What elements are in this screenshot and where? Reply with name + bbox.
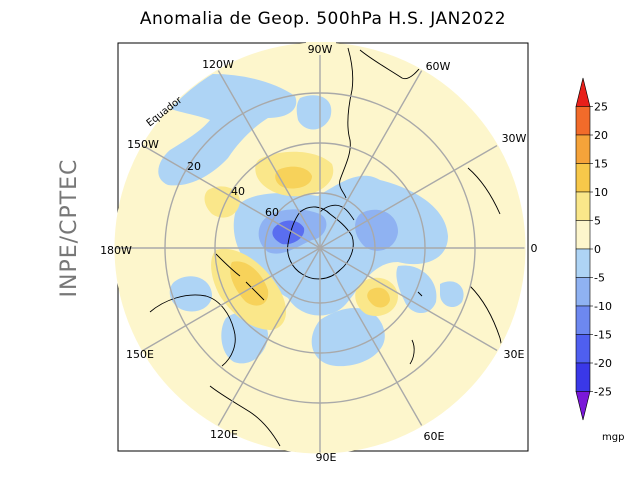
lat-label-40: 40 [231, 185, 245, 198]
antarctic-peninsula [319, 204, 355, 221]
colorbar-swatch [575, 134, 591, 164]
colorbar-tick-label: -20 [594, 357, 612, 370]
coastlines [149, 47, 503, 447]
negative-region-core-deep [272, 220, 305, 245]
label-bg-90w [306, 42, 336, 55]
negative-region-southwest [169, 276, 212, 312]
graticule [115, 43, 525, 453]
negative-region-south-east [311, 307, 385, 367]
lon-label-90e: 90E [316, 451, 337, 464]
australia-coast [149, 294, 281, 447]
colorbar-tick-label: 15 [594, 158, 608, 171]
colorbar-tick-label: 20 [594, 129, 608, 142]
lat-label-20: 20 [187, 160, 201, 173]
indian-ocean-islands [409, 291, 423, 365]
colorbar-swatch [575, 277, 591, 307]
lon-label-120w: 120W [202, 58, 234, 71]
lon-label-90w: 90W [308, 43, 333, 56]
lon-label-150e: 150E [126, 348, 154, 361]
colorbar-tick-labels: 25 20 15 10 5 0 -5 -10 -15 -20 -25 [590, 101, 612, 399]
colorbar-tick-label: -25 [594, 386, 612, 399]
colorbar-swatch [575, 163, 591, 193]
colorbar-unit: mgp [602, 432, 624, 443]
chart-title: Anomalia de Geop. 500hPa H.S. JAN2022 [139, 9, 507, 29]
colorbar-tick-label: -15 [594, 329, 612, 342]
positive-region-southeast-strong [367, 287, 390, 308]
lon-label-60e: 60E [424, 430, 445, 443]
colorbar-swatch [575, 305, 591, 335]
lon-label-150w: 150W [127, 138, 159, 151]
colorbar-swatch [575, 77, 591, 107]
positive-region-north-strong [275, 166, 312, 189]
colorbar-tick-label: 10 [594, 186, 608, 199]
lat-label-60: 60 [265, 206, 279, 219]
new-zealand-coast [215, 253, 265, 301]
colorbar-tick-label: -5 [594, 272, 605, 285]
colorbar-tick-label: -10 [594, 300, 612, 313]
lon-label-30e: 30E [504, 348, 525, 361]
positive-region-northwest [204, 186, 240, 218]
colorbar-swatch [575, 248, 591, 278]
negative-region-far-east [440, 281, 464, 308]
negative-region-west-strip [296, 95, 332, 130]
colorbar-swatches [575, 77, 591, 421]
colorbar-tick-label: 5 [594, 215, 601, 228]
lon-label-0: 0 [531, 242, 538, 255]
longitude-labels: 90W 60W 30W 0 30E 60E 90E 120E 150E 180W… [100, 42, 538, 464]
negative-region-northwest [156, 73, 297, 186]
antarctica-coast [287, 206, 354, 280]
lon-label-180w: 180W [100, 244, 132, 257]
colorbar-swatch [575, 106, 591, 136]
colorbar-swatch [575, 191, 591, 221]
negative-region-east-strong [355, 209, 398, 251]
colorbar: 25 20 15 10 5 0 -5 -10 -15 -20 -25 mgp [575, 77, 624, 443]
lon-label-60w: 60W [426, 60, 451, 73]
colorbar-tick-label: 25 [594, 101, 608, 114]
colorbar-swatch [575, 220, 591, 250]
meridian-150w-30e [141, 144, 499, 352]
lon-label-30w: 30W [502, 132, 527, 145]
lon-label-120e: 120E [210, 428, 238, 441]
colorbar-swatch [575, 391, 591, 421]
colorbar-tick-label: 0 [594, 243, 601, 256]
colorbar-swatch [575, 334, 591, 364]
colorbar-swatch [575, 362, 591, 392]
